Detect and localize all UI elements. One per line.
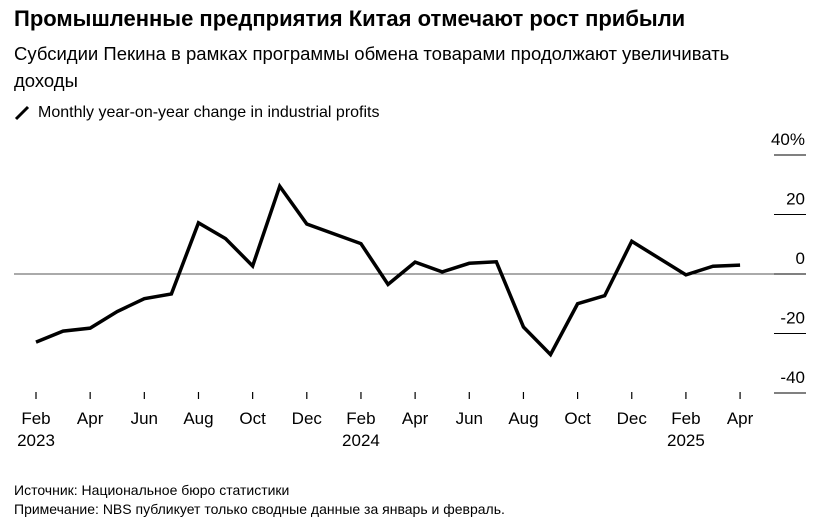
x-tick-label: Dec [617, 409, 648, 428]
x-tick-label: Jun [456, 409, 483, 428]
x-tick-label: Oct [239, 409, 266, 428]
x-tick-label: Dec [292, 409, 323, 428]
x-year-label: 2023 [17, 431, 55, 450]
footnote: Примечание: NBS публикует только сводные… [14, 501, 505, 517]
y-tick-label: -20 [780, 309, 805, 328]
x-tick-label: Apr [727, 409, 754, 428]
y-tick-label: 40% [771, 130, 805, 149]
legend-label: Monthly year-on-year change in industria… [38, 104, 380, 121]
x-tick-label: Feb [346, 409, 375, 428]
legend: Monthly year-on-year change in industria… [14, 104, 380, 122]
chart-subtitle: Субсидии Пекина в рамках программы обмен… [14, 43, 730, 91]
legend-line-icon [14, 105, 30, 121]
x-tick-label: Apr [77, 409, 104, 428]
y-tick-label: 20 [786, 190, 805, 209]
x-tick-label: Oct [564, 409, 591, 428]
source-note: Источник: Национальное бюро статистики [14, 482, 290, 498]
x-year-label: 2024 [342, 431, 380, 450]
x-tick-label: Aug [508, 409, 538, 428]
x-tick-label: Jun [131, 409, 158, 428]
y-tick-label: -40 [780, 368, 805, 387]
x-tick-label: Aug [183, 409, 213, 428]
series-line [35, 182, 741, 358]
x-tick-label: Apr [402, 409, 429, 428]
x-tick-label: Feb [21, 409, 50, 428]
y-tick-label: 0 [796, 249, 805, 268]
chart-title: Промышленные предприятия Китая отмечают … [14, 6, 686, 31]
x-year-label: 2025 [667, 431, 705, 450]
x-tick-label: Feb [671, 409, 700, 428]
